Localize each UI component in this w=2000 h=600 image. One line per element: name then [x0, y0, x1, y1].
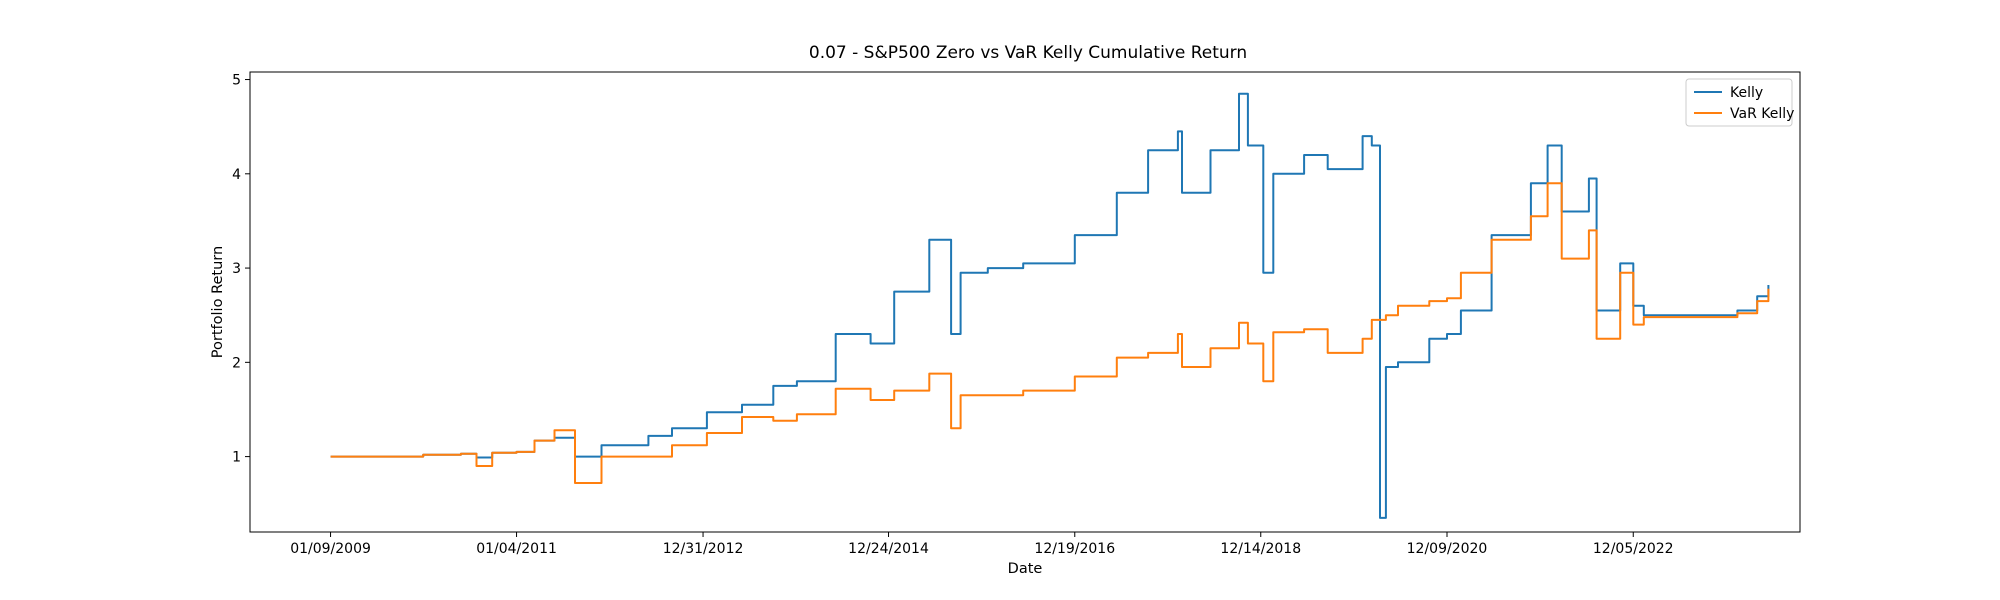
y-axis: 1 2 3 4 5 — [232, 73, 250, 466]
x-tick-label-3: 12/24/2014 — [848, 541, 929, 557]
x-tick-label-0: 01/09/2009 — [290, 541, 371, 557]
x-tick-label-6: 12/09/2020 — [1407, 541, 1488, 557]
x-axis: 01/09/2009 01/04/2011 12/31/2012 12/24/2014… — [290, 532, 1674, 557]
x-tick-label-2: 12/31/2012 — [663, 541, 744, 557]
y-tick-label-3: 3 — [232, 261, 241, 277]
legend-label-1: VaR Kelly — [1730, 106, 1794, 122]
x-tick-label-1: 01/04/2011 — [476, 541, 557, 557]
y-axis-label: Portfolio Return — [210, 246, 226, 358]
y-tick-label-2: 2 — [232, 355, 241, 371]
legend-label-0: Kelly — [1730, 85, 1763, 101]
y-tick-label-5: 5 — [232, 73, 241, 89]
y-tick-label-1: 1 — [232, 450, 241, 466]
x-tick-label-7: 12/05/2022 — [1593, 541, 1674, 557]
legend-box — [1685, 78, 1793, 127]
y-tick-label-4: 4 — [232, 167, 241, 183]
series-line-1 — [330, 182, 1770, 484]
x-tick-label-5: 12/14/2018 — [1220, 541, 1301, 557]
plot-area-frame — [249, 71, 1801, 533]
x-axis-label: Date — [1008, 561, 1043, 577]
legend: Kelly VaR Kelly — [1685, 78, 1794, 127]
chart-title: 0.07 - S&P500 Zero vs VaR Kelly Cumulati… — [809, 43, 1247, 63]
x-tick-label-4: 12/19/2016 — [1034, 541, 1115, 557]
series-line-0 — [330, 92, 1770, 519]
series-layer — [330, 92, 1770, 519]
